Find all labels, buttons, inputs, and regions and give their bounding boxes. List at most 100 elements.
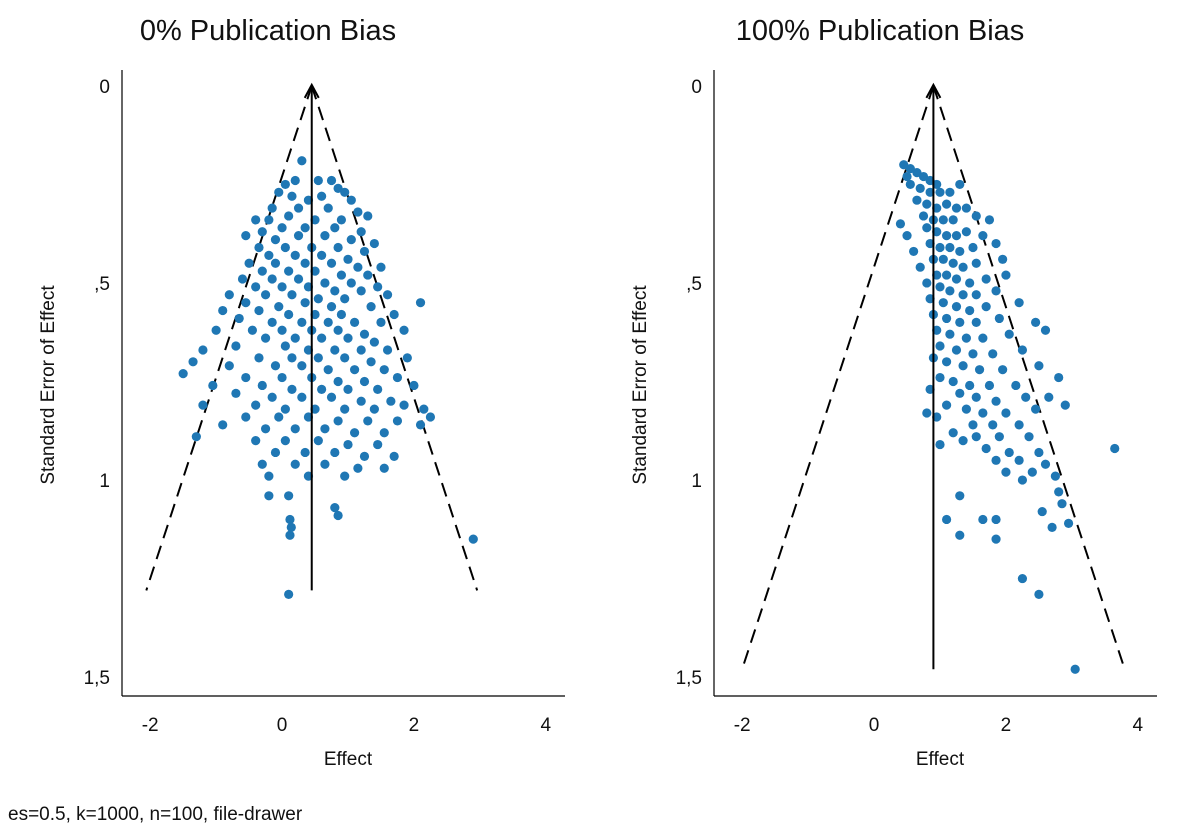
data-point — [349, 317, 360, 327]
data-point — [965, 278, 975, 288]
data-point — [941, 400, 952, 410]
data-point — [998, 254, 1008, 264]
data-point — [386, 396, 396, 406]
data-point — [369, 404, 379, 414]
chart-title: 0% Publication Bias — [140, 15, 396, 47]
data-point — [280, 404, 290, 414]
data-point — [241, 372, 251, 383]
data-point — [231, 388, 241, 398]
data-point — [399, 400, 409, 410]
data-point — [948, 428, 958, 438]
data-point — [978, 231, 988, 241]
y-tick-label: ,5 — [686, 274, 702, 295]
data-point — [254, 305, 264, 316]
data-point — [951, 203, 962, 213]
data-point — [285, 514, 295, 525]
data-point — [955, 246, 965, 257]
data-point — [1017, 475, 1028, 485]
data-point — [415, 298, 426, 308]
data-point — [257, 459, 267, 469]
data-point — [353, 207, 363, 217]
data-point — [988, 420, 998, 430]
data-point — [297, 317, 307, 327]
data-point — [340, 404, 350, 414]
data-point — [1063, 518, 1074, 528]
data-point — [1001, 467, 1011, 477]
data-point — [320, 459, 330, 469]
data-point — [313, 353, 323, 363]
data-point — [251, 436, 261, 446]
data-point — [379, 463, 389, 473]
data-point — [343, 254, 353, 264]
data-point — [1011, 380, 1021, 391]
data-point — [376, 317, 386, 327]
y-axis-label: Standard Error of Effect — [38, 285, 59, 485]
data-point — [293, 231, 304, 241]
data-point — [349, 428, 360, 438]
figure: 0% Publication Bias -2 0 2 40,511,5 Effect … — [38, 15, 1157, 770]
center-line-arrowhead — [925, 82, 942, 99]
data-point — [293, 203, 304, 213]
data-point — [313, 436, 323, 446]
data-point — [389, 451, 399, 461]
data-point — [264, 250, 274, 260]
data-point — [251, 400, 261, 410]
data-point — [290, 250, 300, 260]
data-point — [974, 365, 985, 375]
data-point — [359, 376, 370, 387]
data-point — [336, 270, 347, 280]
data-point — [218, 420, 228, 430]
panel-100-publication-bias: 100% Publication Bias -2 0 2 4 0 ,5 1 1,5 Effec… — [630, 15, 1157, 770]
data-point — [251, 215, 261, 225]
data-point — [297, 156, 307, 166]
data-point — [326, 392, 337, 402]
data-point — [994, 313, 1004, 324]
data-point — [353, 463, 363, 473]
data-point — [320, 424, 330, 434]
data-point — [1044, 392, 1054, 402]
data-point — [415, 420, 426, 430]
data-point — [425, 412, 436, 422]
data-point — [300, 298, 310, 308]
data-point — [366, 357, 376, 367]
data-point — [935, 242, 945, 253]
data-point — [935, 282, 945, 292]
data-point — [280, 436, 290, 446]
data-point — [290, 333, 300, 343]
data-point — [1110, 443, 1120, 454]
data-point — [935, 439, 945, 450]
data-point — [280, 179, 290, 190]
data-point — [300, 258, 310, 268]
data-point — [965, 380, 975, 391]
data-point — [895, 219, 906, 229]
data-point — [285, 530, 295, 540]
data-point — [382, 345, 393, 355]
data-point — [274, 302, 284, 312]
data-point — [280, 242, 290, 253]
data-point — [277, 325, 287, 335]
data-point — [382, 290, 393, 300]
panel-0-publication-bias: 0% Publication Bias -2 0 2 40,511,5 Effect … — [38, 15, 565, 770]
data-point — [363, 211, 373, 221]
data-point — [955, 530, 965, 540]
data-point — [951, 302, 962, 312]
data-point — [945, 242, 955, 253]
data-point — [399, 325, 409, 335]
data-point — [241, 231, 251, 241]
data-point — [363, 270, 373, 280]
data-point — [241, 298, 251, 308]
data-point — [333, 510, 343, 521]
data-point — [320, 278, 330, 288]
data-point — [208, 380, 218, 391]
center-line-arrowhead — [303, 82, 320, 99]
y-tick-label: 1 — [691, 471, 702, 492]
data-point — [284, 589, 294, 599]
data-point — [356, 345, 366, 355]
data-point — [224, 361, 234, 371]
data-point — [356, 396, 366, 406]
data-point — [333, 376, 343, 387]
data-point — [941, 231, 952, 241]
data-point — [323, 365, 333, 375]
data-point — [286, 522, 296, 532]
data-point — [984, 380, 995, 391]
